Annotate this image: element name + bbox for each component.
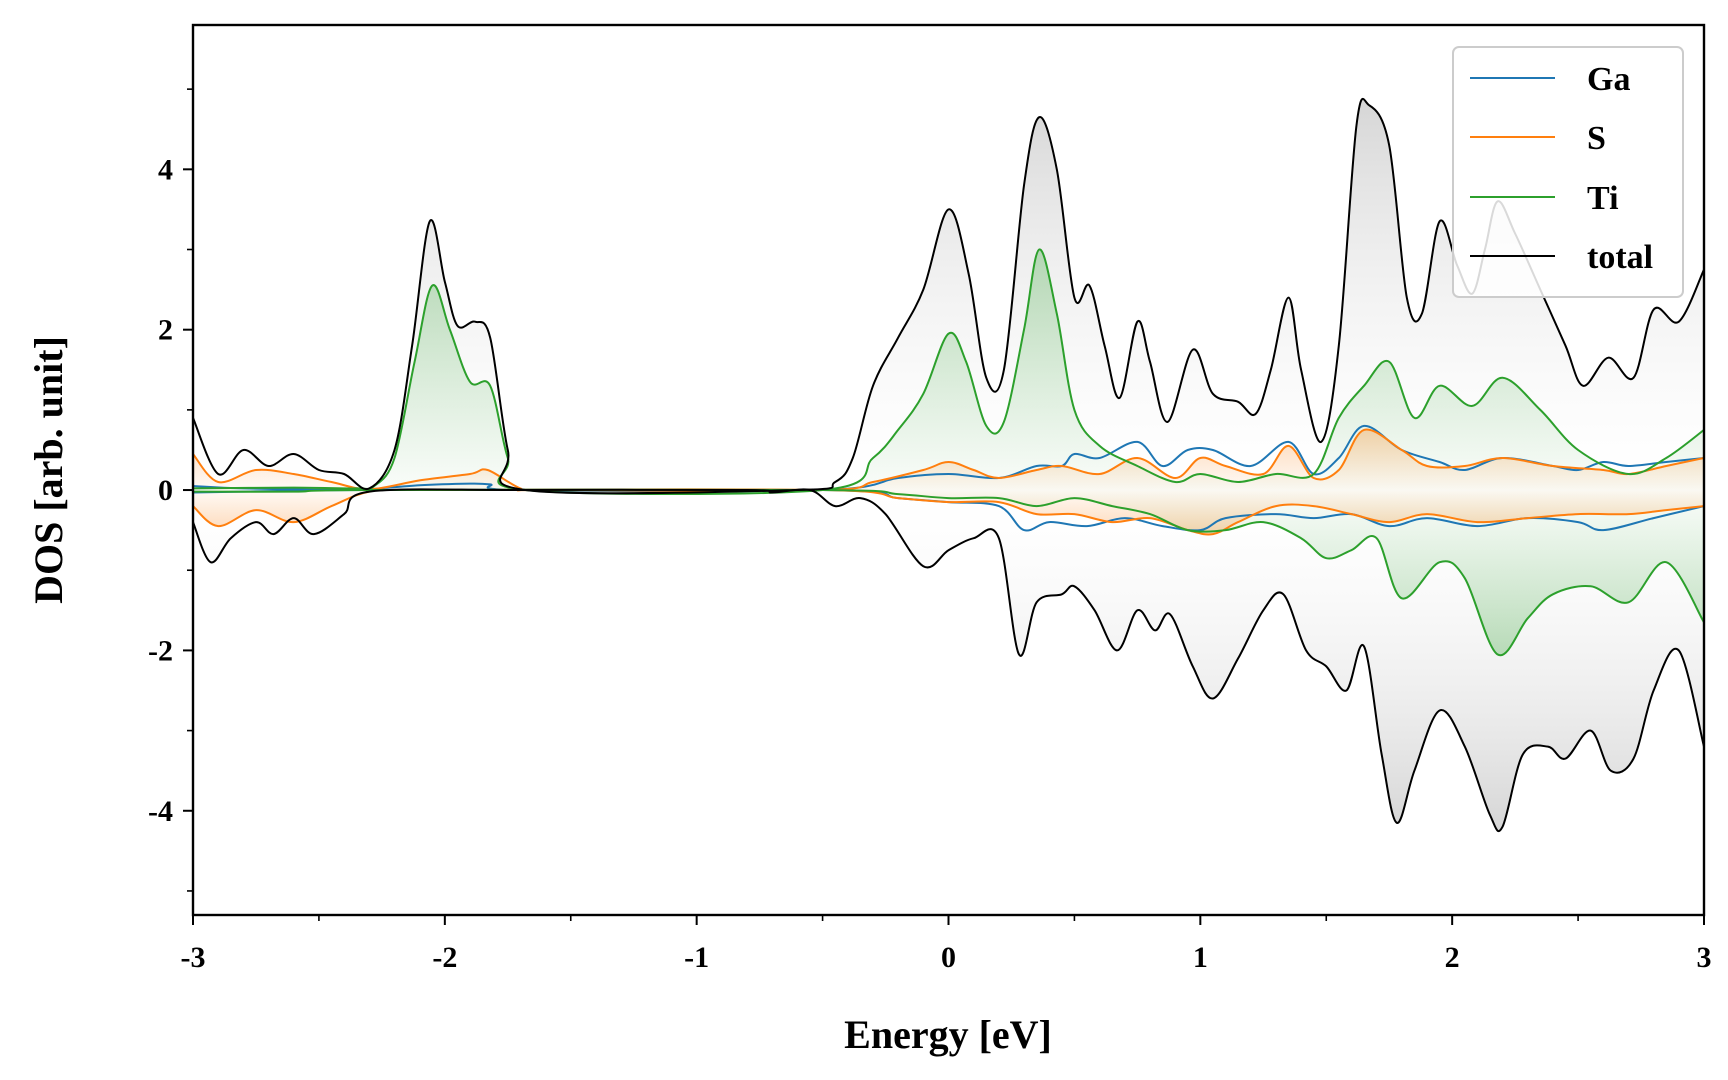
- y-tick-label: 2: [158, 314, 173, 347]
- x-tick-label: 2: [1445, 941, 1460, 974]
- line-s-up: [193, 428, 1704, 492]
- legend: Ga S Ti total: [1452, 46, 1684, 298]
- x-axis: -3 -2 -1 0 1 2 3: [181, 915, 1712, 974]
- fill-total-up: [193, 98, 1704, 494]
- x-tick-label: 1: [1193, 941, 1208, 974]
- y-axis-title: DOS [arb. unit]: [26, 336, 71, 604]
- x-tick-label: -1: [684, 941, 709, 974]
- line-total-down: [193, 488, 1704, 833]
- fill-s-up: [193, 429, 1704, 491]
- x-tick-label: -3: [181, 941, 206, 974]
- y-tick-label: 4: [158, 153, 173, 186]
- area-fills: [193, 98, 1704, 832]
- x-axis-title: Energy [eV]: [844, 1012, 1052, 1057]
- legend-box: [1452, 46, 1684, 298]
- legend-label-ga: Ga: [1587, 61, 1630, 98]
- legend-label-total: total: [1587, 239, 1653, 276]
- y-tick-label: -2: [148, 634, 173, 667]
- legend-label-ti: Ti: [1587, 180, 1619, 217]
- fill-s-down: [193, 489, 1704, 535]
- fill-total-down: [193, 489, 1704, 832]
- x-tick-label: 3: [1697, 941, 1712, 974]
- fill-ti-down: [193, 489, 1704, 656]
- x-tick-label: 0: [941, 941, 956, 974]
- legend-label-s: S: [1587, 120, 1606, 157]
- line-ti-up: [193, 248, 1704, 496]
- y-axis: -4 -2 0 2 4: [148, 88, 193, 892]
- fill-ti-up: [193, 249, 1704, 495]
- y-tick-label: 0: [158, 474, 173, 507]
- x-tick-label: -2: [432, 941, 457, 974]
- y-tick-label: -4: [148, 795, 173, 828]
